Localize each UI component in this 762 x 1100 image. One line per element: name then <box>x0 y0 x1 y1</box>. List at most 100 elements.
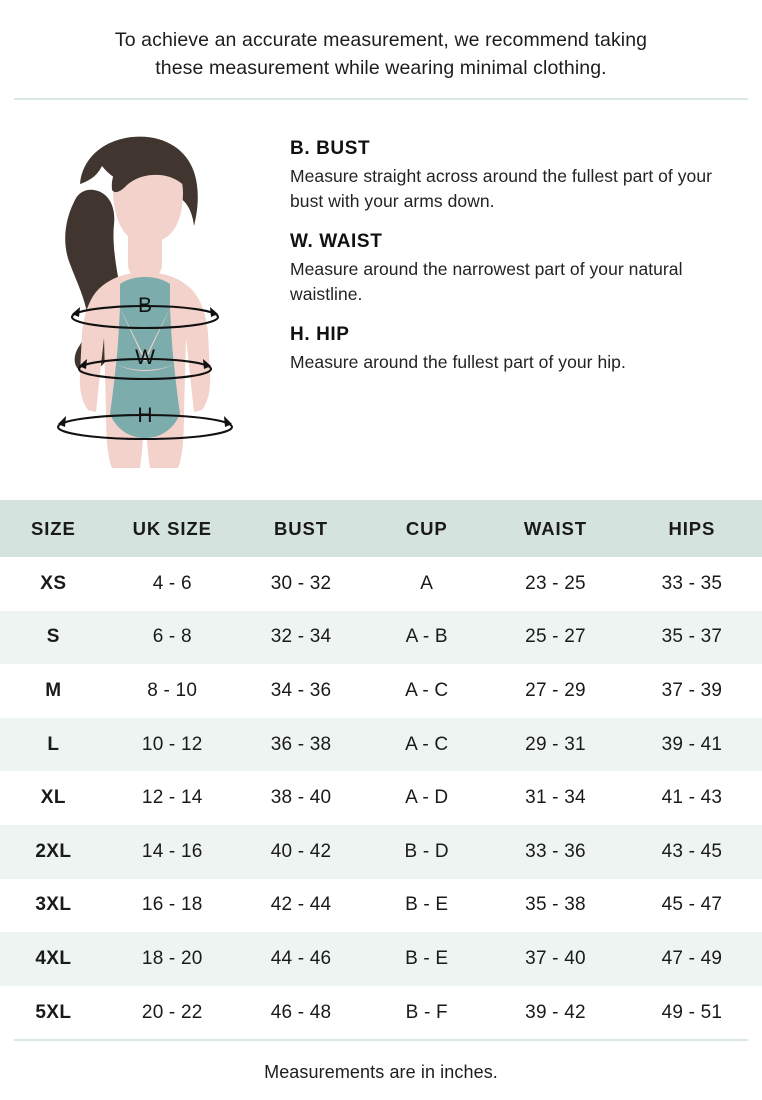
cell-size: M <box>45 679 62 701</box>
measurement-block-waist: W. WAIST Measure around the narrowest pa… <box>290 231 736 307</box>
cell-uk: 18 - 20 <box>106 932 238 986</box>
cell-hips: 49 - 51 <box>661 1001 723 1023</box>
cell-cup: A - B <box>364 610 490 665</box>
waist-arrow-right-icon <box>203 359 211 369</box>
column-header-size: SIZE <box>0 500 107 557</box>
hair-fringe-icon <box>111 152 188 193</box>
cell-bust: 34 - 36 <box>270 679 332 701</box>
cell-uk: 14 - 16 <box>106 824 238 879</box>
cell-cup: A - C <box>364 717 490 772</box>
cell-waist: 23 - 25 <box>525 572 586 594</box>
table-row: 2XL 14 - 16 40 - 42 B - D 33 - 36 43 - 4… <box>0 824 762 879</box>
column-header-cup: CUP <box>364 500 490 557</box>
cell-cup: B - F <box>405 1001 448 1023</box>
cell-hips: 33 - 35 <box>661 572 723 594</box>
cell-bust: 32 - 34 <box>237 610 365 665</box>
hip-arrow-left-icon <box>58 416 66 427</box>
cell-size: 3XL <box>35 894 72 916</box>
table-row: XL 12 - 14 38 - 40 A - D 31 - 34 41 - 43 <box>0 771 762 825</box>
cell-uk: 10 - 12 <box>106 717 238 772</box>
column-header-waist: WAIST <box>489 500 622 557</box>
cell-waist: 35 - 38 <box>525 894 586 916</box>
bust-arrow-left-icon <box>72 307 80 317</box>
cell-waist: 25 - 27 <box>489 610 622 665</box>
intro-paragraph: To achieve an accurate measurement, we r… <box>0 0 762 82</box>
cell-bust: 40 - 42 <box>237 824 365 879</box>
hip-measure-loop-icon <box>56 413 234 441</box>
column-header-uk-size: UK SIZE <box>106 500 238 557</box>
table-body: XS 4 - 6 30 - 32 A 23 - 25 33 - 35 S 6 -… <box>0 557 762 1039</box>
cell-size: 4XL <box>0 932 107 986</box>
table-row: S 6 - 8 32 - 34 A - B 25 - 27 35 - 37 <box>0 610 762 665</box>
hip-label: H <box>137 404 152 427</box>
cell-bust: 44 - 46 <box>237 932 365 986</box>
table-row: 4XL 18 - 20 44 - 46 B - E 37 - 40 47 - 4… <box>0 932 762 986</box>
body-figure-wrap: B W H <box>0 110 290 492</box>
waist-arrow-left-icon <box>79 359 87 369</box>
cell-waist: 31 - 34 <box>525 787 586 809</box>
swimsuit-hip-shape <box>110 364 180 438</box>
intro-line-1: To achieve an accurate measurement, we r… <box>114 29 648 51</box>
cell-bust: 30 - 32 <box>270 572 332 594</box>
table-row: M 8 - 10 34 - 36 A - C 27 - 29 37 - 39 <box>0 664 762 718</box>
cell-bust: 42 - 44 <box>270 894 332 916</box>
measurement-block-hip: H. HIP Measure around the fullest part o… <box>290 324 736 375</box>
table-row: L 10 - 12 36 - 38 A - C 29 - 31 39 - 41 <box>0 717 762 772</box>
waist-measure-loop-icon <box>77 357 213 381</box>
swimsuit-midriff-shape <box>116 308 174 370</box>
cell-hips: 45 - 47 <box>661 894 723 916</box>
bust-measure-loop-icon <box>70 304 220 330</box>
cell-hips: 35 - 37 <box>621 610 762 665</box>
cell-size: 2XL <box>0 824 107 879</box>
divider-bottom <box>14 1039 748 1042</box>
cell-cup: B - D <box>364 824 490 879</box>
cell-size: 5XL <box>35 1001 72 1023</box>
table-row: 3XL 16 - 18 42 - 44 B - E 35 - 38 45 - 4… <box>0 879 762 933</box>
table-header: SIZE UK SIZE BUST CUP WAIST HIPS <box>0 500 762 557</box>
cell-size: S <box>0 610 107 665</box>
swimsuit-top-shape <box>120 277 170 358</box>
measurement-desc-hip: Measure around the fullest part of your … <box>290 352 626 372</box>
cell-size: XL <box>40 787 66 809</box>
measurement-descriptions: B. BUST Measure straight across around t… <box>290 110 762 375</box>
size-chart-table: SIZE UK SIZE BUST CUP WAIST HIPS XS 4 - … <box>0 500 762 1039</box>
cell-waist: 39 - 42 <box>525 1001 586 1023</box>
waist-label: W <box>135 346 155 369</box>
cell-waist: 29 - 31 <box>489 717 622 772</box>
cell-uk: 8 - 10 <box>147 679 198 701</box>
measurement-title-hip: H. HIP <box>290 324 350 345</box>
cell-bust: 46 - 48 <box>270 1001 332 1023</box>
cell-uk: 6 - 8 <box>106 610 238 665</box>
cell-cup: A <box>420 572 434 594</box>
table-row: XS 4 - 6 30 - 32 A 23 - 25 33 - 35 <box>0 557 762 611</box>
cell-waist: 37 - 40 <box>489 932 622 986</box>
cell-waist: 33 - 36 <box>489 824 622 879</box>
hip-arrow-right-icon <box>224 416 232 427</box>
cell-cup: B - E <box>405 894 449 916</box>
cell-hips: 37 - 39 <box>661 679 723 701</box>
cell-hips: 43 - 45 <box>621 824 762 879</box>
cell-cup: A - D <box>405 787 449 809</box>
swimsuit-brief-edge <box>110 414 180 438</box>
cell-size: XS <box>40 572 67 594</box>
table-header-row: SIZE UK SIZE BUST CUP WAIST HIPS <box>0 500 762 557</box>
cell-uk: 20 - 22 <box>141 1001 203 1023</box>
column-header-hips: HIPS <box>621 500 762 557</box>
cell-cup: B - E <box>364 932 490 986</box>
bust-arrow-right-icon <box>210 307 218 317</box>
body-figure-illustration: B W H <box>56 136 234 468</box>
measurement-block-bust: B. BUST Measure straight across around t… <box>290 138 736 214</box>
measurement-desc-waist: Measure around the narrowest part of you… <box>290 259 683 304</box>
cell-hips: 47 - 49 <box>621 932 762 986</box>
measurement-desc-bust: Measure straight across around the fulle… <box>290 166 712 211</box>
cell-uk: 4 - 6 <box>152 572 192 594</box>
cell-bust: 38 - 40 <box>270 787 332 809</box>
cell-uk: 12 - 14 <box>141 787 203 809</box>
table-row: 5XL 20 - 22 46 - 48 B - F 39 - 42 49 - 5… <box>0 986 762 1040</box>
cell-cup: A - C <box>405 679 449 701</box>
cell-bust: 36 - 38 <box>237 717 365 772</box>
intro-line-2: these measurement while wearing minimal … <box>155 57 607 79</box>
measurement-section: B W H B. BUST Measure straight across ar… <box>0 100 762 496</box>
cell-waist: 27 - 29 <box>525 679 586 701</box>
